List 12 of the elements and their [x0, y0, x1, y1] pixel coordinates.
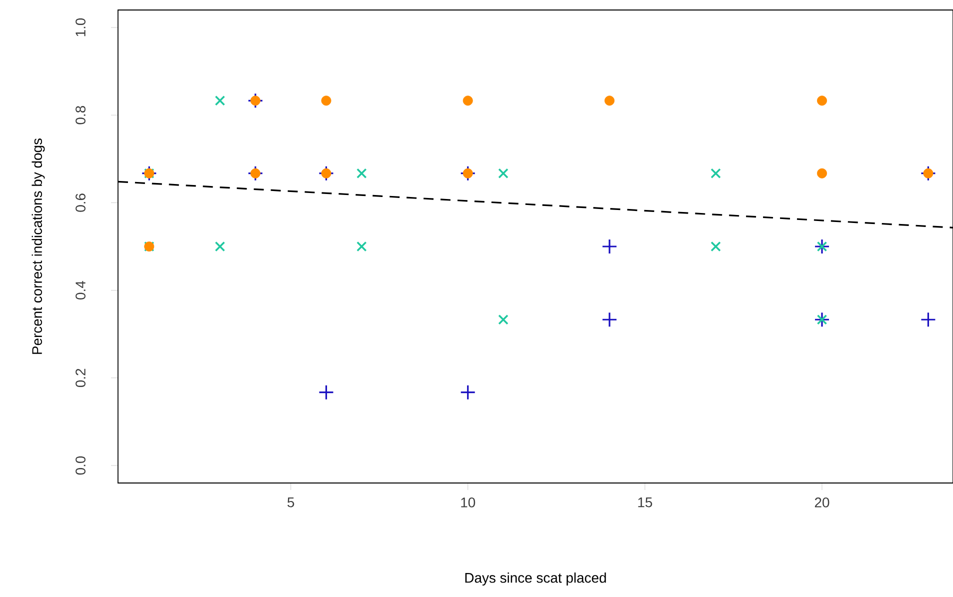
x-tick-label: 5: [287, 498, 294, 508]
y-tick-label: 0.4: [76, 281, 86, 300]
y-tick-label: 1.0: [76, 18, 86, 36]
y-tick-label: 0.6: [76, 194, 86, 212]
y-tick-label: 0.8: [76, 106, 86, 124]
x-axis-title: Days since scat placed: [465, 572, 606, 586]
x-tick-label: 20: [814, 498, 830, 508]
y-tick-label: 0.0: [76, 456, 86, 475]
x-tick-label: 10: [461, 498, 476, 508]
x-tick-label: 15: [638, 498, 652, 508]
y-axis-title: Percent correct indications by dogs: [32, 138, 45, 354]
y-tick-label: 0.2: [76, 368, 86, 388]
